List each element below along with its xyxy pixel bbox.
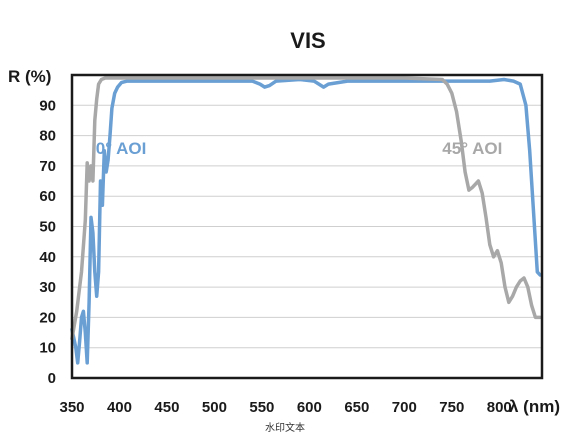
y-tick-label-50: 50 (39, 219, 56, 236)
series-line-aoi45 (70, 76, 542, 341)
x-tick-label-600: 600 (297, 399, 322, 416)
y-tick-label-30: 30 (39, 279, 56, 296)
y-axis-label: R (%) (8, 67, 51, 86)
series-line-aoi0 (70, 77, 542, 365)
y-tick-label-20: 20 (39, 309, 56, 326)
chart-title: VIS (290, 28, 325, 53)
tick-labels: 0 10 20 30 40 50 60 70 80 90 350 400 450 500 550 600 650… (39, 97, 511, 416)
x-tick-label-800: 800 (487, 399, 512, 416)
x-tick-label-550: 550 (249, 399, 274, 416)
series-labels: 0° AOI 45° AOI (96, 139, 503, 158)
x-axis-label: λ (nm) (509, 397, 560, 416)
plot-frame (70, 73, 544, 380)
y-tick-label-0: 0 (48, 370, 56, 387)
series-label-aoi0: 0° AOI (96, 139, 147, 158)
grid-lines (72, 104, 542, 349)
watermark-text: 水印文本 (265, 423, 305, 434)
y-tick-label-70: 70 (39, 158, 56, 175)
x-tick-label-500: 500 (202, 399, 227, 416)
y-tick-label-60: 60 (39, 188, 56, 205)
series-group (70, 76, 542, 365)
x-tick-label-350: 350 (59, 399, 84, 416)
y-tick-label-10: 10 (39, 340, 56, 357)
x-tick-label-450: 450 (154, 399, 179, 416)
series-label-aoi45: 45° AOI (442, 139, 502, 158)
x-tick-label-400: 400 (107, 399, 132, 416)
y-tick-label-90: 90 (39, 97, 56, 114)
y-tick-label-80: 80 (39, 128, 56, 145)
y-tick-label-40: 40 (39, 249, 56, 266)
x-tick-label-750: 750 (439, 399, 464, 416)
x-tick-label-700: 700 (392, 399, 417, 416)
x-tick-label-650: 650 (344, 399, 369, 416)
